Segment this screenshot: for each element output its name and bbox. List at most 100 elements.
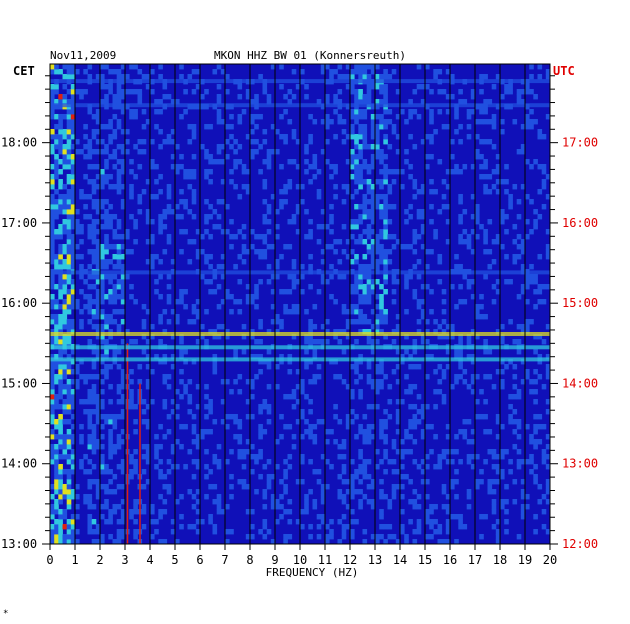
spectrogram-cell — [95, 74, 101, 80]
spectrogram-cell — [100, 314, 105, 320]
spectrogram-cell — [112, 299, 118, 305]
spectrogram-cell — [441, 194, 447, 200]
spectrogram-cell — [225, 504, 230, 510]
spectrogram-cell — [304, 209, 309, 215]
spectrogram-cell — [450, 94, 455, 100]
spectrogram-cell — [120, 394, 126, 400]
spectrogram-cell — [258, 169, 263, 175]
spectrogram-cell — [191, 194, 197, 200]
spectrogram-cell — [370, 244, 376, 250]
spectrogram-cell — [62, 229, 68, 235]
spectrogram-cell — [141, 454, 147, 460]
spectrogram-cell — [212, 274, 218, 280]
spectrogram-cell — [187, 524, 193, 530]
spectrogram-cell — [129, 114, 134, 120]
spectrogram-cell — [279, 64, 284, 70]
spectrogram-cell — [291, 214, 297, 220]
spectrogram-cell — [504, 214, 509, 220]
spectrogram-cell — [108, 364, 113, 370]
spectrogram-cell — [300, 389, 305, 395]
spectrogram-cell — [54, 139, 59, 145]
spectrogram-cell — [191, 69, 197, 75]
spectrogram-cell — [445, 204, 451, 210]
frequency-gridlines — [74, 64, 526, 544]
spectrogram-cell — [95, 334, 101, 340]
spectrogram-cell — [545, 369, 551, 375]
spectrogram-cell — [104, 469, 109, 475]
spectrogram-cell — [379, 509, 384, 515]
spectrogram-cell — [300, 409, 305, 415]
spectrogram-cell — [91, 274, 97, 280]
spectrogram-cell — [400, 454, 405, 460]
spectrogram-cell — [104, 484, 109, 490]
spectrogram-cell — [329, 359, 334, 365]
spectrogram-cell — [66, 139, 72, 145]
spectrogram-cell — [370, 64, 376, 70]
spectrogram-cell — [358, 489, 363, 495]
spectrogram-cell — [54, 89, 59, 95]
spectrogram-cell — [95, 294, 101, 300]
spectrogram-cell — [141, 484, 147, 490]
spectrogram-cell — [83, 409, 88, 415]
spectrogram-cell — [58, 304, 63, 310]
spectrogram-cell — [129, 169, 134, 175]
spectrogram-cell — [412, 229, 418, 235]
spectrogram-cell — [50, 254, 55, 260]
spectrogram-cell — [212, 419, 218, 425]
spectrogram-cell — [200, 274, 205, 280]
spectrogram-cell — [433, 504, 438, 510]
spectrogram-cell — [375, 234, 380, 240]
spectrogram-cell — [458, 194, 463, 200]
spectrogram-cell — [137, 209, 143, 215]
spectrogram-cell — [58, 274, 63, 280]
spectrogram-cell — [491, 504, 497, 510]
spectrogram-cell — [491, 454, 497, 460]
spectrogram-cell — [166, 319, 172, 325]
spectrogram-cell — [62, 514, 68, 520]
spectrogram-cell — [437, 159, 443, 165]
spectrogram-cell — [95, 414, 101, 420]
spectrogram-cell — [412, 239, 418, 245]
spectrogram-cells — [50, 64, 551, 545]
spectrogram-cell — [170, 209, 176, 215]
spectrogram-cell — [70, 534, 76, 540]
spectrogram-cell — [120, 439, 126, 445]
spectrogram-cell — [216, 464, 222, 470]
spectrogram-cell — [375, 179, 380, 185]
spectrogram-cell — [304, 339, 309, 345]
spectrogram-cell — [266, 209, 272, 215]
spectrogram-cell — [441, 399, 447, 405]
spectrogram-cell — [379, 369, 384, 375]
spectrogram-cell — [175, 539, 180, 545]
spectrogram-cell — [79, 94, 84, 100]
spectrogram-cell — [208, 264, 213, 270]
spectrogram-cell — [487, 219, 493, 225]
spectrogram-cell — [58, 434, 63, 440]
spectrogram-cell — [116, 124, 122, 130]
spectrogram-cell — [383, 469, 388, 475]
spectrogram-cell — [420, 339, 426, 345]
spectrogram-cell — [479, 154, 484, 160]
spectrogram-cell — [379, 114, 384, 120]
spectrogram-cell — [204, 124, 209, 130]
spectrogram-cell — [233, 139, 238, 145]
spectrogram-cell — [262, 254, 268, 260]
spectrogram-cell — [100, 354, 105, 360]
spectrogram-cell — [545, 409, 551, 415]
spectrogram-cell — [391, 329, 397, 335]
spectrogram-cell — [104, 349, 109, 355]
spectrogram-cell — [479, 304, 484, 310]
spectrogram-cell — [66, 524, 72, 530]
chart-title: MKON HHZ BW 01 (Konnersreuth) — [214, 49, 406, 62]
spectrogram-cell — [70, 89, 76, 95]
spectrogram-cell — [91, 314, 97, 320]
spectrogram-cell — [50, 509, 55, 515]
spectrogram-cell — [354, 224, 359, 230]
spectrogram-cell — [283, 489, 288, 495]
spectrogram-cell — [50, 454, 55, 460]
spectrogram-cell — [308, 284, 313, 290]
spectrogram-cell — [408, 244, 413, 250]
spectrogram-cell — [66, 129, 72, 135]
spectrogram-cell — [125, 89, 130, 95]
spectrogram-cell — [375, 144, 380, 150]
